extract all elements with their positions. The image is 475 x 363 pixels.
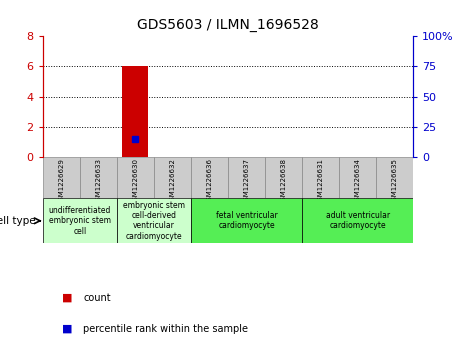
Bar [302, 157, 339, 199]
Text: percentile rank within the sample: percentile rank within the sample [83, 323, 248, 334]
Bar [43, 199, 117, 243]
Text: undifferentiated
embryonic stem
cell: undifferentiated embryonic stem cell [48, 206, 111, 236]
Bar [228, 157, 265, 199]
Text: ■: ■ [62, 293, 72, 303]
Text: cell type: cell type [0, 216, 35, 226]
Bar [117, 199, 191, 243]
Bar [117, 157, 154, 199]
Text: adult ventricular
cardiomyocyte: adult ventricular cardiomyocyte [326, 211, 390, 231]
Bar [191, 199, 302, 243]
Text: count: count [83, 293, 111, 303]
Text: GSM1226631: GSM1226631 [318, 158, 323, 205]
Bar [339, 157, 376, 199]
Text: ■: ■ [62, 323, 72, 334]
Bar [265, 157, 302, 199]
Text: GSM1226636: GSM1226636 [207, 158, 212, 205]
Text: embryonic stem
cell-derived
ventricular
cardiomyocyte: embryonic stem cell-derived ventricular … [123, 201, 185, 241]
Text: GSM1226634: GSM1226634 [355, 158, 361, 205]
Bar [80, 157, 117, 199]
Text: GSM1226637: GSM1226637 [244, 158, 249, 205]
Text: GSM1226630: GSM1226630 [133, 158, 138, 205]
Text: GSM1226638: GSM1226638 [281, 158, 286, 205]
Title: GDS5603 / ILMN_1696528: GDS5603 / ILMN_1696528 [137, 19, 319, 33]
Bar [376, 157, 413, 199]
Bar [154, 157, 191, 199]
Text: GSM1226632: GSM1226632 [170, 158, 175, 205]
Bar [43, 157, 80, 199]
Text: GSM1226635: GSM1226635 [392, 158, 398, 205]
Bar [302, 199, 413, 243]
Text: GSM1226629: GSM1226629 [58, 158, 64, 205]
Bar [191, 157, 228, 199]
Text: fetal ventricular
cardiomyocyte: fetal ventricular cardiomyocyte [216, 211, 277, 231]
Text: GSM1226633: GSM1226633 [95, 158, 101, 205]
Bar [123, 66, 148, 157]
